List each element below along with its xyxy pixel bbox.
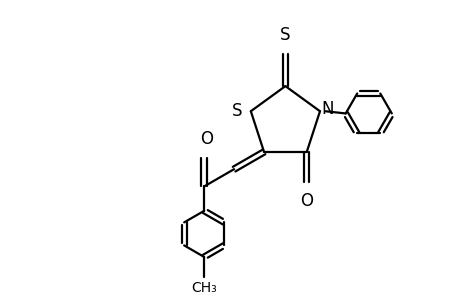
Text: S: S [232,102,242,120]
Text: CH₃: CH₃ [191,281,217,295]
Text: O: O [200,130,213,148]
Text: S: S [280,26,290,44]
Text: O: O [300,192,313,210]
Text: N: N [321,100,334,118]
